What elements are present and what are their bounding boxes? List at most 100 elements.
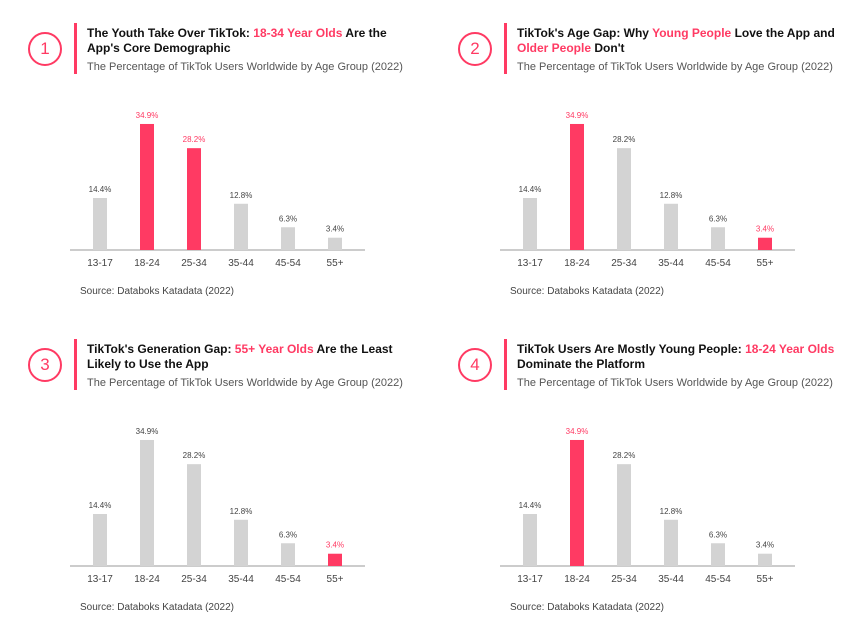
x-tick-label: 55+: [757, 574, 774, 585]
panel-number-badge: 1: [28, 32, 62, 66]
bar-chart: 14.4% 13-17 34.9% 18-24 28.2% 25-34 12.8% 35-44…: [500, 427, 795, 585]
chart-source: Source: Databoks Katadata (2022): [510, 286, 664, 297]
chart-source: Source: Databoks Katadata (2022): [80, 602, 234, 613]
x-tick-label: 18-24: [564, 258, 590, 269]
bar-chart: 14.4% 13-17 34.9% 18-24 28.2% 25-34 12.8% 35-44…: [70, 427, 365, 585]
title-text: TikTok's Age Gap: Why: [517, 26, 653, 40]
data-label: 6.3%: [279, 214, 297, 223]
bar-45-54: [281, 227, 295, 250]
title-text: TikTok Users Are Mostly Young People:: [517, 342, 746, 356]
bar-18-24: [140, 439, 154, 566]
bar-35-44: [664, 519, 678, 566]
bar-35-44: [234, 203, 248, 250]
data-label: 6.3%: [709, 214, 727, 223]
bar-25-34: [617, 148, 631, 250]
x-tick-label: 13-17: [517, 258, 543, 269]
data-label: 34.9%: [566, 427, 589, 436]
data-label: 14.4%: [89, 501, 112, 510]
data-label: 14.4%: [89, 185, 112, 194]
data-label: 12.8%: [660, 191, 683, 200]
title-text: TikTok's Generation Gap:: [87, 342, 235, 356]
bar-35-44: [664, 203, 678, 250]
bar-55+: [758, 237, 772, 250]
data-label: 14.4%: [519, 501, 542, 510]
chart-panel-4: 4 TikTok Users Are Mostly Young People: …: [430, 316, 850, 626]
bar-13-17: [523, 198, 537, 250]
x-tick-label: 55+: [327, 574, 344, 585]
data-label: 12.8%: [230, 191, 253, 200]
x-tick-label: 25-34: [181, 574, 207, 585]
data-label: 3.4%: [326, 225, 344, 234]
data-label: 3.4%: [756, 541, 774, 550]
title-text: Dominate the Platform: [517, 357, 646, 371]
x-tick-label: 13-17: [87, 258, 113, 269]
x-tick-label: 18-24: [564, 574, 590, 585]
panel-number-badge: 3: [28, 348, 62, 382]
bar-18-24: [570, 439, 584, 566]
title-accent-bar: [74, 339, 77, 390]
data-label: 28.2%: [613, 135, 636, 144]
panel-number-badge: 4: [458, 348, 492, 382]
x-tick-label: 55+: [757, 258, 774, 269]
panel-number-badge: 2: [458, 32, 492, 66]
x-tick-label: 35-44: [658, 574, 684, 585]
data-label: 12.8%: [230, 507, 253, 516]
chart-panel-3: 3 TikTok's Generation Gap: 55+ Year Olds…: [0, 316, 420, 626]
x-tick-label: 25-34: [611, 574, 637, 585]
bar-13-17: [93, 198, 107, 250]
x-tick-label: 13-17: [517, 574, 543, 585]
chart-subtitle: The Percentage of TikTok Users Worldwide…: [517, 377, 833, 389]
data-label: 34.9%: [566, 111, 589, 120]
x-tick-label: 18-24: [134, 574, 160, 585]
chart-subtitle: The Percentage of TikTok Users Worldwide…: [517, 61, 833, 73]
data-label: 3.4%: [756, 225, 774, 234]
chart-title: The Youth Take Over TikTok: 18-34 Year O…: [87, 26, 407, 56]
data-label: 28.2%: [613, 451, 636, 460]
data-label: 28.2%: [183, 135, 206, 144]
data-label: 28.2%: [183, 451, 206, 460]
title-highlight: Older People: [517, 41, 592, 55]
x-tick-label: 35-44: [228, 574, 254, 585]
bar-25-34: [187, 148, 201, 250]
data-label: 12.8%: [660, 507, 683, 516]
x-tick-label: 35-44: [228, 258, 254, 269]
chart-subtitle: The Percentage of TikTok Users Worldwide…: [87, 61, 403, 73]
chart-subtitle: The Percentage of TikTok Users Worldwide…: [87, 377, 403, 389]
bar-13-17: [93, 514, 107, 566]
title-highlight: Young People: [652, 26, 732, 40]
x-tick-label: 25-34: [611, 258, 637, 269]
title-highlight: 18-34 Year Olds: [253, 26, 343, 40]
x-tick-label: 18-24: [134, 258, 160, 269]
title-accent-bar: [504, 339, 507, 390]
title-text: Don't: [591, 41, 625, 55]
title-highlight: 18-24 Year Olds: [745, 342, 835, 356]
chart-title: TikTok's Generation Gap: 55+ Year Olds A…: [87, 342, 407, 372]
data-label: 34.9%: [136, 427, 159, 436]
x-tick-label: 13-17: [87, 574, 113, 585]
chart-panel-1: 1 The Youth Take Over TikTok: 18-34 Year…: [0, 0, 420, 310]
bar-13-17: [523, 514, 537, 566]
chart-panel-2: 2 TikTok's Age Gap: Why Young People Lov…: [430, 0, 850, 310]
x-tick-label: 55+: [327, 258, 344, 269]
data-label: 6.3%: [709, 530, 727, 539]
x-tick-label: 35-44: [658, 258, 684, 269]
title-highlight: 55+ Year Olds: [234, 342, 314, 356]
x-tick-label: 45-54: [275, 574, 301, 585]
bar-55+: [758, 553, 772, 566]
chart-source: Source: Databoks Katadata (2022): [510, 602, 664, 613]
x-tick-label: 45-54: [705, 258, 731, 269]
x-tick-label: 45-54: [275, 258, 301, 269]
data-label: 34.9%: [136, 111, 159, 120]
bar-45-54: [281, 543, 295, 566]
chart-source: Source: Databoks Katadata (2022): [80, 286, 234, 297]
bar-45-54: [711, 543, 725, 566]
bar-18-24: [570, 123, 584, 250]
title-text: Are the App's Core Demographic: [87, 26, 387, 55]
bar-chart: 14.4% 13-17 34.9% 18-24 28.2% 25-34 12.8% 35-44…: [70, 111, 365, 269]
chart-title: TikTok's Age Gap: Why Young People Love …: [517, 26, 837, 56]
data-label: 6.3%: [279, 530, 297, 539]
title-text: Are the Least Likely to Use the App: [87, 342, 393, 371]
bar-45-54: [711, 227, 725, 250]
data-label: 3.4%: [326, 541, 344, 550]
bar-55+: [328, 237, 342, 250]
